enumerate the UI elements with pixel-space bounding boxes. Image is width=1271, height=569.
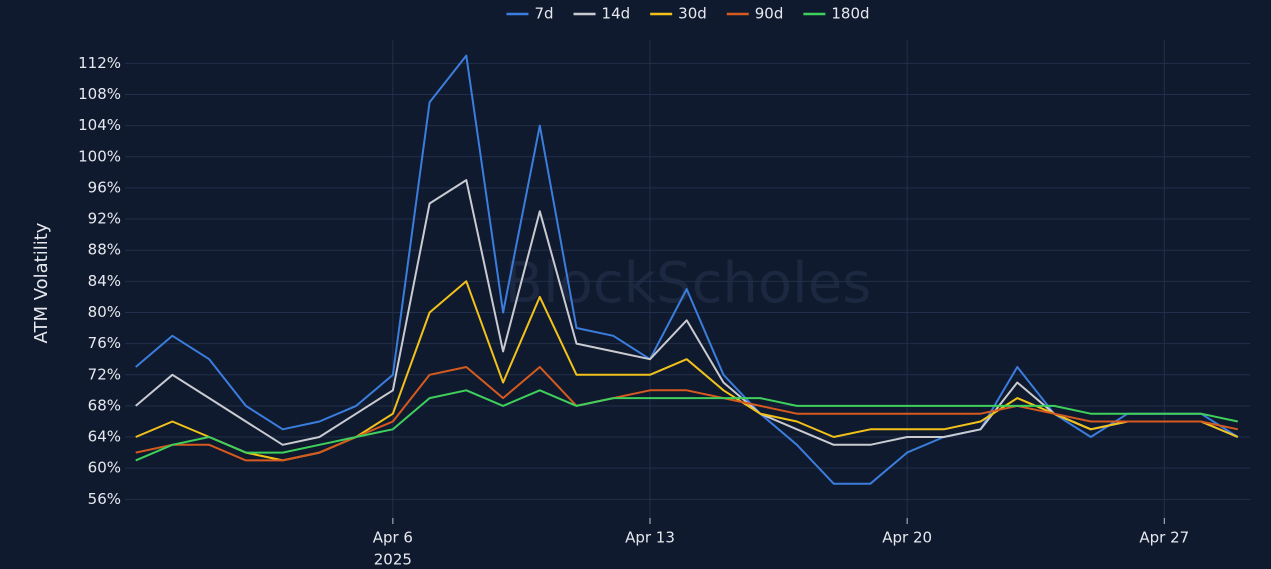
x-tick-label: Apr 13 <box>625 529 675 547</box>
x-tick-label: Apr 20 <box>882 529 932 547</box>
x-tick-label: Apr 27 <box>1139 529 1189 547</box>
series-line <box>135 389 1239 462</box>
x-tick-label: Apr 6 <box>373 529 413 547</box>
y-tick-label: 112% <box>78 54 121 72</box>
y-tick-label: 92% <box>88 210 121 228</box>
y-tick-label: 64% <box>88 428 121 446</box>
y-axis-label: ATM Volatility <box>31 222 52 343</box>
y-tick-label: 80% <box>88 303 121 321</box>
legend-label: 7d <box>534 5 553 23</box>
y-tick-label: 60% <box>88 459 121 477</box>
y-tick-label: 68% <box>88 396 121 414</box>
legend-label: 30d <box>678 5 707 23</box>
y-tick-label: 104% <box>78 116 121 134</box>
y-tick-label: 72% <box>88 365 121 383</box>
y-tick-label: 108% <box>78 85 121 103</box>
legend: 7d 14d 30d 90d 180d <box>506 5 870 23</box>
y-tick-label: 56% <box>88 490 121 508</box>
y-tick-label: 96% <box>88 178 121 196</box>
legend-label: 180d <box>831 5 869 23</box>
y-tick-label: 88% <box>88 241 121 259</box>
legend-label: 14d <box>602 5 631 23</box>
y-tick-label: 76% <box>88 334 121 352</box>
y-tick-label: 84% <box>88 272 121 290</box>
x-year-label: 2025 <box>374 551 412 569</box>
series-line <box>135 366 1239 462</box>
y-tick-label: 100% <box>78 147 121 165</box>
legend-label: 90d <box>755 5 784 23</box>
